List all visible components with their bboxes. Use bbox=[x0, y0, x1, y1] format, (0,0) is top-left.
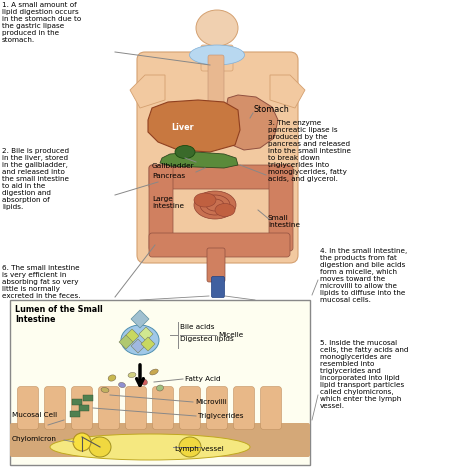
Ellipse shape bbox=[215, 204, 235, 217]
Ellipse shape bbox=[101, 387, 109, 393]
Polygon shape bbox=[79, 405, 89, 411]
FancyBboxPatch shape bbox=[72, 386, 92, 430]
Ellipse shape bbox=[141, 379, 147, 385]
Ellipse shape bbox=[156, 385, 164, 391]
Text: Pancreas: Pancreas bbox=[152, 173, 185, 179]
Text: 1. A small amount of
lipid digestion occurs
in the stomach due to
the gastric li: 1. A small amount of lipid digestion occ… bbox=[2, 2, 81, 43]
FancyBboxPatch shape bbox=[149, 165, 173, 251]
FancyBboxPatch shape bbox=[207, 386, 228, 430]
Text: Lymph vessel: Lymph vessel bbox=[175, 446, 224, 452]
Ellipse shape bbox=[73, 433, 91, 451]
Ellipse shape bbox=[179, 437, 201, 457]
Text: Triglycerides: Triglycerides bbox=[198, 413, 244, 419]
FancyBboxPatch shape bbox=[10, 423, 310, 457]
Text: Digested lipids: Digested lipids bbox=[180, 336, 234, 342]
Text: 2. Bile is produced
in the liver, stored
in the gallbladder,
and released into
t: 2. Bile is produced in the liver, stored… bbox=[2, 148, 69, 210]
Polygon shape bbox=[131, 310, 149, 328]
Text: Bile acids: Bile acids bbox=[180, 324, 215, 330]
Text: Lumen of the Small
Intestine: Lumen of the Small Intestine bbox=[15, 305, 103, 325]
Text: 5. Inside the mucosal
cells, the fatty acids and
monoglycerides are
resembled in: 5. Inside the mucosal cells, the fatty a… bbox=[320, 340, 409, 409]
FancyBboxPatch shape bbox=[234, 386, 255, 430]
Ellipse shape bbox=[196, 10, 238, 46]
FancyBboxPatch shape bbox=[149, 233, 290, 257]
Text: 6. The small intestine
is very efficient in
absorbing fat so very
little is norm: 6. The small intestine is very efficient… bbox=[2, 265, 81, 299]
Polygon shape bbox=[148, 100, 240, 152]
Ellipse shape bbox=[194, 191, 236, 219]
Polygon shape bbox=[139, 327, 153, 341]
Ellipse shape bbox=[121, 325, 159, 355]
Text: Large
intestine: Large intestine bbox=[152, 196, 184, 209]
Ellipse shape bbox=[150, 369, 158, 375]
Polygon shape bbox=[141, 337, 155, 351]
Text: 3. The enzyme
pancreatic lipase is
produced by the
pancreas and released
into th: 3. The enzyme pancreatic lipase is produ… bbox=[268, 120, 351, 182]
Ellipse shape bbox=[108, 375, 116, 381]
FancyBboxPatch shape bbox=[211, 277, 225, 297]
Ellipse shape bbox=[175, 145, 195, 159]
Polygon shape bbox=[160, 152, 238, 168]
FancyBboxPatch shape bbox=[153, 386, 173, 430]
Text: Micelle: Micelle bbox=[218, 332, 243, 338]
FancyBboxPatch shape bbox=[137, 52, 298, 263]
FancyBboxPatch shape bbox=[261, 386, 282, 430]
Text: Microvilli: Microvilli bbox=[195, 399, 227, 405]
FancyBboxPatch shape bbox=[99, 386, 119, 430]
Text: Liver: Liver bbox=[172, 123, 194, 133]
FancyBboxPatch shape bbox=[180, 386, 201, 430]
Polygon shape bbox=[130, 75, 165, 108]
Polygon shape bbox=[125, 329, 139, 343]
FancyBboxPatch shape bbox=[10, 300, 310, 465]
Polygon shape bbox=[70, 411, 80, 417]
Polygon shape bbox=[131, 339, 145, 353]
Polygon shape bbox=[224, 95, 278, 150]
Text: Gallbladder: Gallbladder bbox=[152, 163, 195, 169]
FancyBboxPatch shape bbox=[18, 386, 38, 430]
Ellipse shape bbox=[89, 437, 111, 457]
Ellipse shape bbox=[190, 45, 245, 65]
Ellipse shape bbox=[206, 199, 224, 211]
Ellipse shape bbox=[50, 434, 250, 460]
FancyBboxPatch shape bbox=[201, 45, 233, 71]
Ellipse shape bbox=[118, 382, 126, 387]
Text: Mucosal Cell: Mucosal Cell bbox=[12, 412, 57, 418]
FancyBboxPatch shape bbox=[269, 165, 293, 251]
Text: Stomach: Stomach bbox=[254, 106, 290, 114]
FancyBboxPatch shape bbox=[45, 386, 65, 430]
FancyBboxPatch shape bbox=[208, 55, 224, 109]
Text: Fatty Acid: Fatty Acid bbox=[185, 376, 220, 382]
Text: Small
intestine: Small intestine bbox=[268, 215, 300, 228]
Text: Chylomicron: Chylomicron bbox=[12, 436, 57, 442]
FancyBboxPatch shape bbox=[149, 165, 290, 189]
Ellipse shape bbox=[194, 193, 216, 207]
FancyBboxPatch shape bbox=[207, 248, 225, 282]
Polygon shape bbox=[83, 395, 93, 401]
Text: 4. In the small intestine,
the products from fat
digestion and bile acids
form a: 4. In the small intestine, the products … bbox=[320, 248, 407, 303]
Ellipse shape bbox=[200, 195, 230, 215]
Ellipse shape bbox=[128, 372, 136, 378]
Polygon shape bbox=[72, 399, 82, 405]
Polygon shape bbox=[119, 335, 133, 349]
Polygon shape bbox=[270, 75, 305, 108]
FancyBboxPatch shape bbox=[126, 386, 146, 430]
